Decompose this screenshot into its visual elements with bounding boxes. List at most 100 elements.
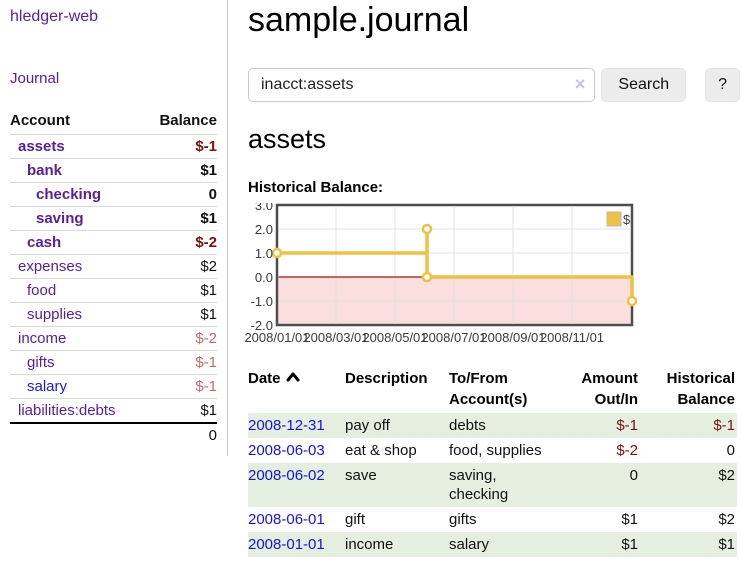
balance-series-line xyxy=(277,227,634,301)
account-balance: $-2 xyxy=(143,230,217,255)
accounts-header-account: Account xyxy=(10,112,70,129)
transaction-description: gift xyxy=(345,511,366,529)
svg-text:3.0: 3.0 xyxy=(255,203,273,213)
account-link-cash[interactable]: cash xyxy=(27,234,62,251)
accounts-header-balance: Balance xyxy=(159,112,217,129)
account-row: gifts $-1 xyxy=(10,350,217,375)
account-balance: $-1 xyxy=(143,134,217,159)
account-balance: $-1 xyxy=(143,374,217,399)
transaction-amount: 0 xyxy=(553,463,640,508)
transaction-balance: $-1 xyxy=(640,413,737,439)
transaction-amount: $1 xyxy=(553,532,640,558)
transaction-date-link[interactable]: 2008-01-01 xyxy=(248,536,325,554)
balance-series-markers xyxy=(271,223,638,307)
svg-text:1.0: 1.0 xyxy=(255,246,273,261)
account-balance: $-2 xyxy=(143,326,217,351)
transaction-balance: 0 xyxy=(726,442,735,460)
transaction-date-link[interactable]: 2008-06-02 xyxy=(248,467,325,485)
account-link-bank[interactable]: bank xyxy=(27,162,63,179)
transaction-amount: $-1 xyxy=(553,413,640,439)
transaction-balance: $1 xyxy=(640,532,737,558)
transaction-accounts: debts xyxy=(449,413,553,439)
transaction-date-link[interactable]: 2008-12-31 xyxy=(248,417,325,434)
legend-swatch xyxy=(606,211,622,227)
account-link-expenses[interactable]: expenses xyxy=(18,258,83,275)
register-table: Date Description To/From Account(s) Amou… xyxy=(248,366,737,558)
register-header-amount: Amount Out/In xyxy=(581,370,638,408)
transaction-accounts: saving, checking xyxy=(449,463,553,508)
transaction-description: income xyxy=(345,532,449,558)
account-balance: $1 xyxy=(143,206,217,231)
transaction-description: save xyxy=(345,463,449,508)
search-input[interactable] xyxy=(248,68,596,102)
transaction-accounts: gifts xyxy=(449,511,477,529)
transaction-accounts: salary xyxy=(449,532,553,558)
accounts-table: Account Balance assets $-1 bank $1 check… xyxy=(10,110,217,447)
account-row: checking 0 xyxy=(10,182,217,207)
sidebar-item-journal[interactable]: Journal xyxy=(10,70,60,87)
main-content: sample.journal × Search ? assets Histori… xyxy=(244,0,740,558)
account-heading: assets xyxy=(248,124,327,154)
register-header-accounts: To/From Account(s) xyxy=(449,370,528,408)
account-link-assets[interactable]: assets xyxy=(18,138,65,155)
chart-title: Historical Balance: xyxy=(248,179,384,196)
account-link-salary[interactable]: salary xyxy=(27,378,68,395)
transaction-date-link[interactable]: 2008-06-03 xyxy=(248,442,325,460)
svg-text:2008/05/01: 2008/05/01 xyxy=(362,330,427,345)
sidebar: hledger-web Journal Account Balance asse… xyxy=(0,0,228,456)
transaction-balance: $2 xyxy=(718,511,735,529)
svg-text:2008/01/01: 2008/01/01 xyxy=(244,330,309,345)
page-title: sample.journal xyxy=(248,1,470,39)
svg-text:-2.0: -2.0 xyxy=(251,318,273,333)
account-row: income $-2 xyxy=(10,326,217,351)
register-row: 2008-12-31 pay off debts $-1 $-1 xyxy=(248,413,737,439)
account-balance: $-1 xyxy=(143,350,217,375)
account-balance: $2 xyxy=(143,254,217,279)
search-form: × Search ? xyxy=(248,68,740,102)
legend-label: $ xyxy=(623,212,631,227)
register-row: 2008-06-01 gift gifts $1 $2 xyxy=(248,507,737,532)
search-button[interactable]: Search xyxy=(601,68,687,102)
account-link-food[interactable]: food xyxy=(27,282,57,299)
account-balance: 0 xyxy=(143,182,217,207)
account-link-checking[interactable]: checking xyxy=(36,186,102,203)
transaction-date-link[interactable]: 2008-06-01 xyxy=(248,511,325,529)
account-link-liabilities-debts[interactable]: liabilities:debts xyxy=(18,402,116,419)
register-header-date[interactable]: Date xyxy=(248,366,345,413)
account-balance: $1 xyxy=(143,278,217,303)
register-header-description: Description xyxy=(345,370,428,387)
svg-text:2008/11/01: 2008/11/01 xyxy=(540,330,604,345)
accounts-total-row: 0 xyxy=(10,422,217,447)
register-row: 2008-06-02 save saving, checking 0 $2 xyxy=(248,463,737,508)
account-balance: $1 xyxy=(143,158,217,183)
account-row: cash $-2 xyxy=(10,230,217,255)
account-link-income[interactable]: income xyxy=(18,330,67,347)
historical-balance-chart: $ 3.0 2.0 1.0 0.0 -1.0 -2.0 2008/01/01 2… xyxy=(244,203,638,345)
account-row: saving $1 xyxy=(10,206,217,231)
account-row: assets $-1 xyxy=(10,134,217,159)
x-axis-ticks: 2008/01/01 2008/03/01 2008/05/01 2008/07… xyxy=(244,330,604,345)
svg-text:0.0: 0.0 xyxy=(255,270,273,285)
accounts-total: 0 xyxy=(143,422,217,447)
account-link-saving[interactable]: saving xyxy=(36,210,84,227)
account-link-supplies[interactable]: supplies xyxy=(27,306,83,323)
help-button[interactable]: ? xyxy=(705,68,740,102)
transaction-amount: $-2 xyxy=(616,442,638,460)
account-row: expenses $2 xyxy=(10,254,217,279)
transaction-description: pay off xyxy=(345,413,449,439)
transaction-amount: $1 xyxy=(621,511,638,529)
svg-text:2.0: 2.0 xyxy=(255,222,273,237)
svg-text:-1.0: -1.0 xyxy=(251,294,273,309)
clear-search-icon[interactable]: × xyxy=(574,74,586,94)
account-row: supplies $1 xyxy=(10,302,217,327)
svg-text:2008/09/01: 2008/09/01 xyxy=(480,330,545,345)
svg-text:2008/03/01: 2008/03/01 xyxy=(303,330,368,345)
account-row: bank $1 xyxy=(10,158,217,183)
account-row: liabilities:debts $1 xyxy=(10,398,217,423)
transaction-description: eat & shop xyxy=(345,442,417,460)
account-balance: $1 xyxy=(143,398,217,423)
app-title-link[interactable]: hledger-web xyxy=(10,8,99,25)
transaction-accounts: food, supplies xyxy=(449,442,542,460)
account-row: food $1 xyxy=(10,278,217,303)
account-link-gifts[interactable]: gifts xyxy=(27,354,55,371)
